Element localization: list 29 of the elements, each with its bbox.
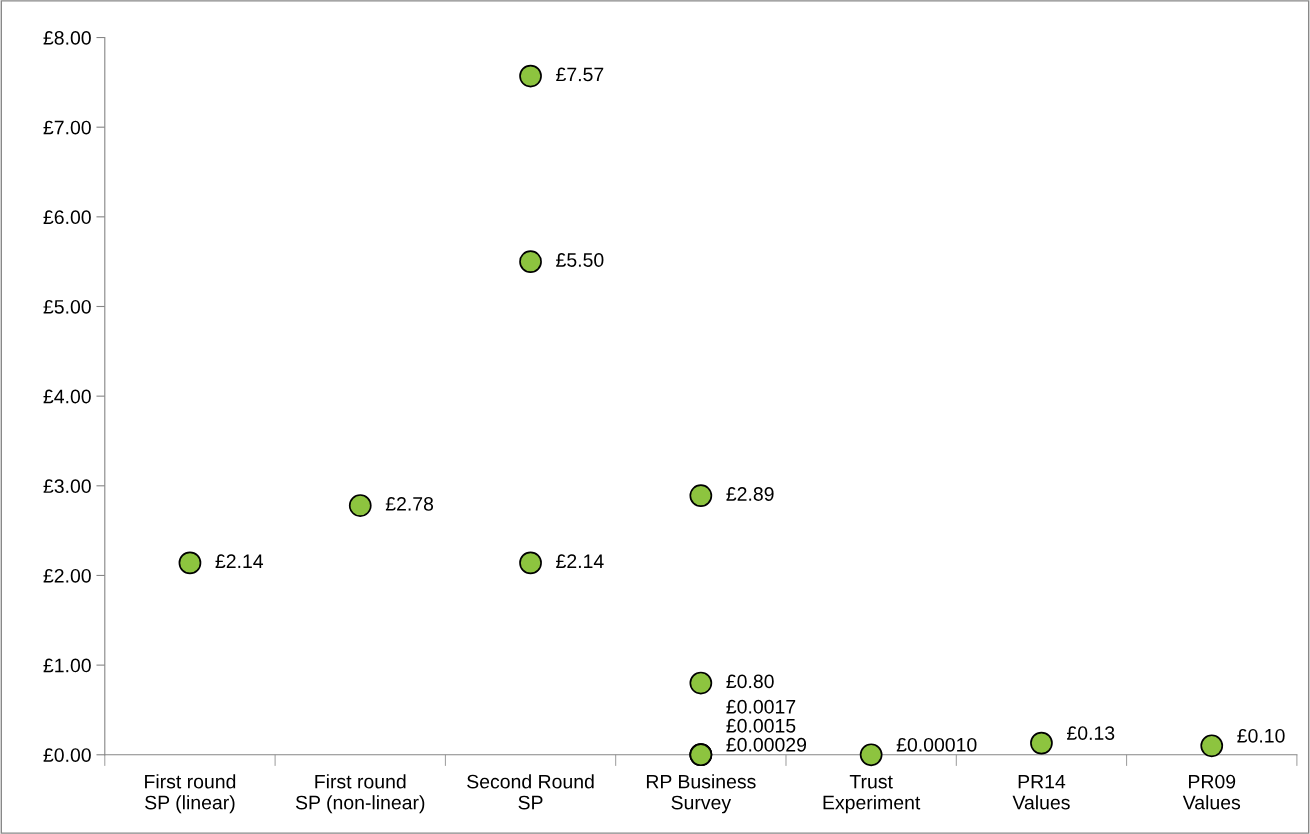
y-tick-label: £0.00 <box>43 748 91 763</box>
data-label: £0.13 <box>1067 726 1115 740</box>
x-tick-label: First round SP (non-linear) <box>295 774 425 814</box>
data-label: £2.14 <box>556 554 604 568</box>
data-label: £2.14 <box>215 554 264 568</box>
y-tick-label: £8.00 <box>43 31 91 45</box>
data-label: £2.78 <box>385 496 434 511</box>
data-label: £5.50 <box>556 253 604 267</box>
data-label: £0.00010 <box>896 737 977 752</box>
data-label: £2.89 <box>726 487 774 501</box>
x-tick-label: PR09 Values <box>1182 774 1241 810</box>
data-label: £0.0017 <box>726 699 796 714</box>
y-tick-label: £6.00 <box>43 210 91 225</box>
x-tick-label: Trust Experiment <box>823 774 921 814</box>
data-label: £0.0015 <box>726 718 796 733</box>
x-tick-label: PR14 Values <box>1012 774 1070 810</box>
x-tick-label: First round SP (linear) <box>145 774 236 814</box>
data-label: £0.80 <box>726 674 774 689</box>
y-tick-label: £1.00 <box>43 658 91 673</box>
y-tick-label: £7.00 <box>43 120 91 135</box>
y-tick-label: £4.00 <box>43 389 91 404</box>
data-label: £7.57 <box>556 67 604 82</box>
data-label: £0.00029 <box>726 737 807 752</box>
x-tick-label: Second Round SP <box>467 774 594 810</box>
data-label: £0.10 <box>1237 728 1285 743</box>
x-tick-label: RP Business Survey <box>646 774 756 814</box>
y-tick-label: £5.00 <box>43 299 91 314</box>
y-tick-label: £2.00 <box>43 568 91 583</box>
y-tick-label: £3.00 <box>43 479 91 494</box>
